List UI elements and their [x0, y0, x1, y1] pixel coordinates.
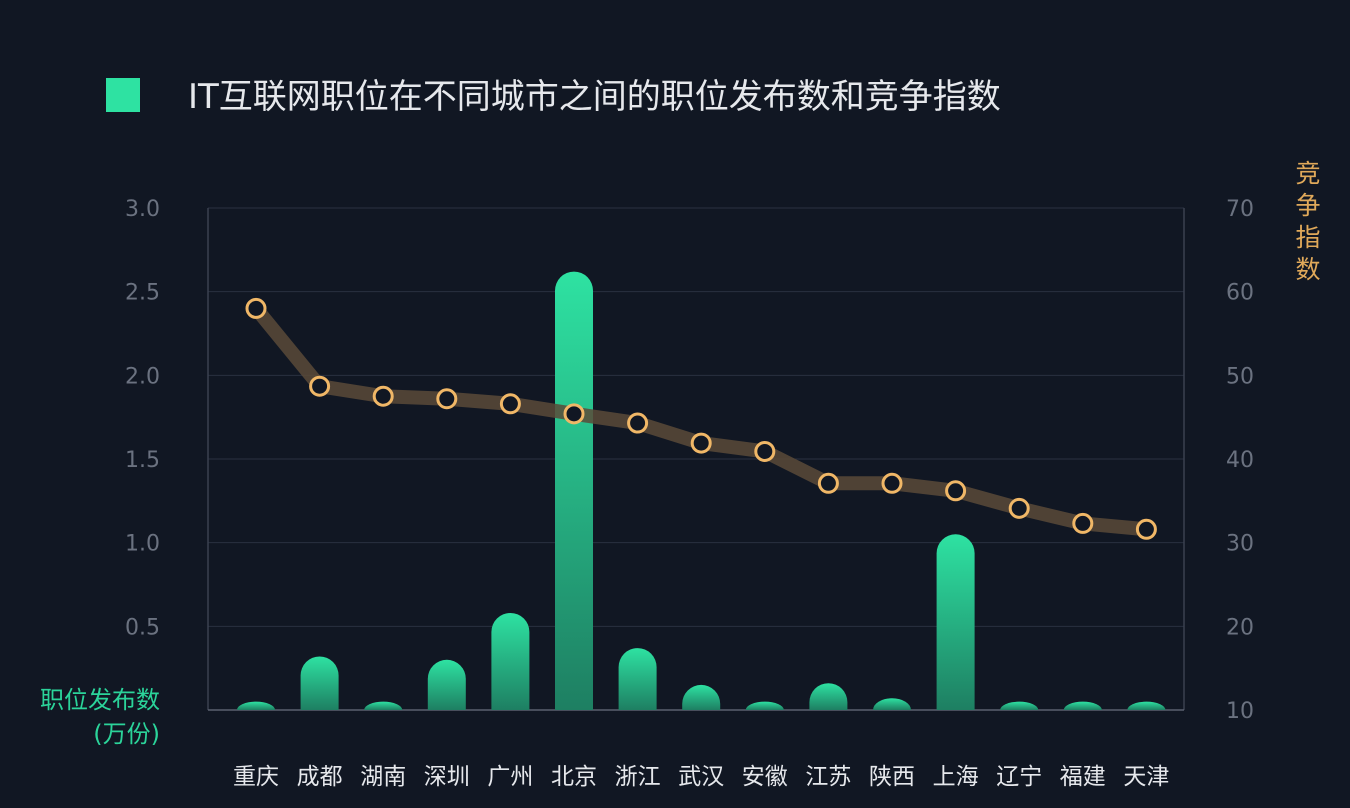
- bar: [1063, 701, 1102, 710]
- line-point: [563, 403, 585, 425]
- left-tick-label: 2.5: [125, 281, 160, 306]
- category-label: 成都: [297, 764, 343, 790]
- line-point: [1072, 512, 1094, 534]
- line-point: [436, 388, 458, 410]
- line-point: [881, 472, 903, 494]
- right-tick-label: 20: [1226, 615, 1254, 640]
- bar: [873, 698, 911, 710]
- right-tick-label: 30: [1226, 532, 1254, 557]
- chart-title: IT互联网职位在不同城市之间的职位发布数和竞争指数: [188, 77, 1001, 117]
- competition-index-line: [249, 301, 1154, 537]
- line-point: [309, 375, 331, 397]
- right-axis-label-char: 争: [1295, 191, 1320, 220]
- left-tick-label: 1.0: [125, 532, 160, 557]
- category-label: 北京: [551, 764, 597, 790]
- left-tick-label: 1.5: [125, 448, 160, 473]
- legend-square-icon: [106, 78, 140, 112]
- category-label: 浙江: [615, 764, 661, 790]
- bar: [237, 701, 275, 710]
- category-label: 重庆: [233, 764, 279, 790]
- right-axis-ticks: 10 20 30 40 50 60 70: [1226, 197, 1254, 724]
- category-label: 湖南: [360, 764, 406, 790]
- left-axis-label-line2: (万份): [93, 720, 160, 748]
- right-tick-label: 40: [1226, 448, 1254, 473]
- line-series: [245, 297, 1157, 540]
- left-tick-label: 0.5: [125, 615, 160, 640]
- category-label: 福建: [1060, 764, 1106, 790]
- bar: [364, 701, 403, 710]
- right-tick-label: 70: [1226, 197, 1254, 222]
- bar: [555, 271, 593, 710]
- left-axis-label-line1: 职位发布数: [40, 686, 160, 714]
- bar: [618, 648, 657, 710]
- category-label: 辽宁: [996, 764, 1042, 790]
- category-label: 江苏: [805, 764, 851, 790]
- bar: [682, 684, 721, 710]
- line-point: [245, 297, 267, 319]
- line-point: [627, 412, 649, 434]
- bar: [745, 701, 784, 710]
- line-point: [817, 472, 839, 494]
- category-label: 武汉: [678, 764, 724, 790]
- category-label: 安徽: [742, 764, 788, 790]
- category-label: 上海: [933, 764, 979, 790]
- line-point: [372, 385, 394, 407]
- right-axis-label-char: 竞: [1295, 159, 1320, 188]
- left-axis-ticks: 0.5 1.0 1.5 2.0 2.5 3.0: [125, 197, 160, 640]
- bar: [936, 534, 975, 710]
- line-point: [754, 440, 776, 462]
- category-labels: 重庆 成都 湖南 深圳 广州 北京 浙江 武汉 安徽 江苏 陕西 上海 辽宁 福建 天津: [233, 764, 1169, 790]
- line-point: [499, 393, 521, 415]
- left-tick-label: 2.0: [125, 364, 160, 389]
- category-label: 陕西: [869, 764, 915, 790]
- left-tick-label: 3.0: [125, 197, 160, 222]
- bar: [1127, 701, 1166, 710]
- right-tick-label: 60: [1226, 281, 1254, 306]
- bar: [491, 612, 530, 710]
- category-label: 深圳: [424, 764, 470, 790]
- line-point: [945, 480, 967, 502]
- right-axis-label-char: 数: [1295, 255, 1320, 284]
- right-axis-label: 竞争指数: [1295, 159, 1320, 284]
- gridlines: [208, 207, 1184, 627]
- bar: [427, 659, 466, 710]
- right-tick-label: 50: [1226, 364, 1254, 389]
- category-label: 天津: [1123, 764, 1169, 790]
- right-axis-label-char: 指: [1295, 223, 1320, 252]
- category-label: 广州: [487, 764, 533, 790]
- right-tick-label: 10: [1226, 699, 1254, 724]
- line-point: [690, 432, 712, 454]
- line-point: [1008, 497, 1030, 519]
- bar: [300, 656, 339, 710]
- bar-series: [237, 271, 1166, 710]
- line-point: [1135, 518, 1157, 540]
- bar: [809, 683, 848, 710]
- bar: [1000, 701, 1039, 710]
